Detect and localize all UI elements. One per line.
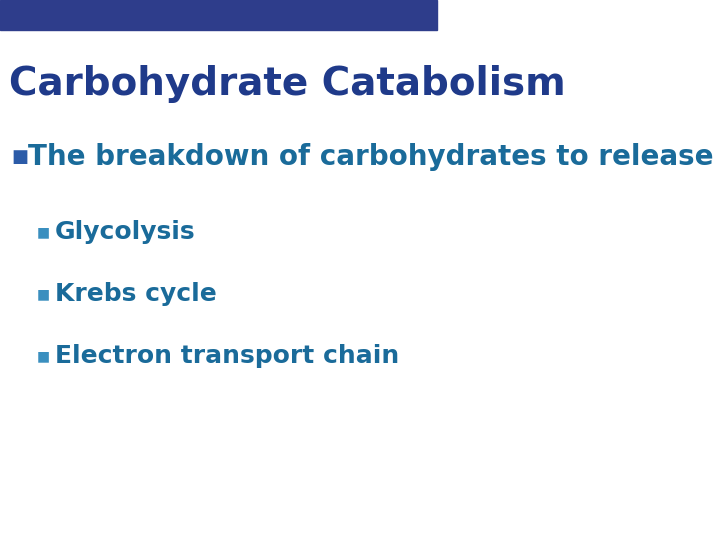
Text: Electron transport chain: Electron transport chain — [55, 345, 399, 368]
Text: Krebs cycle: Krebs cycle — [55, 282, 217, 306]
Text: Glycolysis: Glycolysis — [55, 220, 195, 244]
Text: ■: ■ — [37, 349, 50, 363]
Text: The breakdown of carbohydrates to release energy: The breakdown of carbohydrates to releas… — [28, 143, 720, 171]
Text: ■: ■ — [11, 147, 28, 166]
Text: ■: ■ — [37, 287, 50, 301]
Text: ■: ■ — [37, 225, 50, 239]
Bar — [0, 0, 437, 30]
Text: Carbohydrate Catabolism: Carbohydrate Catabolism — [9, 65, 565, 103]
